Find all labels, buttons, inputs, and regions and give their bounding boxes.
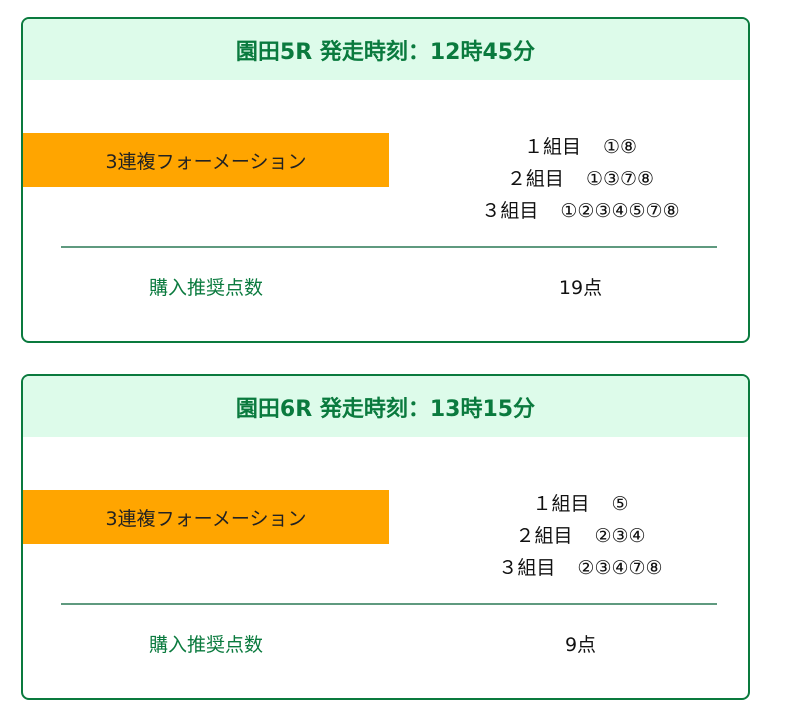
points-value: 19点 — [558, 277, 603, 299]
points-label: 購入推奨点数 — [148, 277, 263, 299]
formation-groups: １組目 ⑤ ２組目 ②③④ ３組目 ②③④⑦⑧ — [413, 488, 748, 584]
formation-groups: １組目 ①⑧ ２組目 ①③⑦⑧ ３組目 ①②③④⑤⑦⑧ — [413, 131, 748, 227]
group-row: １組目 ①⑧ — [413, 131, 748, 163]
group-row: ２組目 ①③⑦⑧ — [413, 163, 748, 195]
race-title: 園田6R 発走時刻：13時15分 — [23, 376, 748, 437]
bet-type-label: 3連複フォーメーション — [23, 133, 389, 187]
group-numbers: ②③④ — [594, 525, 646, 547]
race-card-6r: 園田6R 発走時刻：13時15分 3連複フォーメーション １組目 ⑤ ２組目 ②③④… — [21, 374, 750, 700]
group-row: ２組目 ②③④ — [413, 520, 748, 552]
group-row: １組目 ⑤ — [413, 488, 748, 520]
group-label: １組目 — [532, 493, 590, 515]
points-label: 購入推奨点数 — [148, 634, 263, 656]
divider — [61, 246, 717, 248]
points-value: 9点 — [564, 634, 597, 656]
group-numbers: ②③④⑦⑧ — [577, 557, 663, 579]
group-numbers: ①③⑦⑧ — [585, 168, 655, 190]
group-numbers: ⑤ — [611, 493, 629, 515]
group-row: ３組目 ①②③④⑤⑦⑧ — [413, 195, 748, 227]
race-card-5r: 園田5R 発走時刻：12時45分 3連複フォーメーション １組目 ①⑧ ２組目 ①③… — [21, 17, 750, 343]
divider — [61, 603, 717, 605]
group-label: ２組目 — [515, 525, 573, 547]
bet-type-label: 3連複フォーメーション — [23, 490, 389, 544]
group-label: ２組目 — [506, 168, 564, 190]
group-label: ３組目 — [498, 557, 556, 579]
group-numbers: ①②③④⑤⑦⑧ — [560, 200, 680, 222]
group-row: ３組目 ②③④⑦⑧ — [413, 552, 748, 584]
race-title: 園田5R 発走時刻：12時45分 — [23, 19, 748, 80]
group-label: １組目 — [523, 136, 581, 158]
group-label: ３組目 — [481, 200, 539, 222]
group-numbers: ①⑧ — [602, 136, 638, 158]
